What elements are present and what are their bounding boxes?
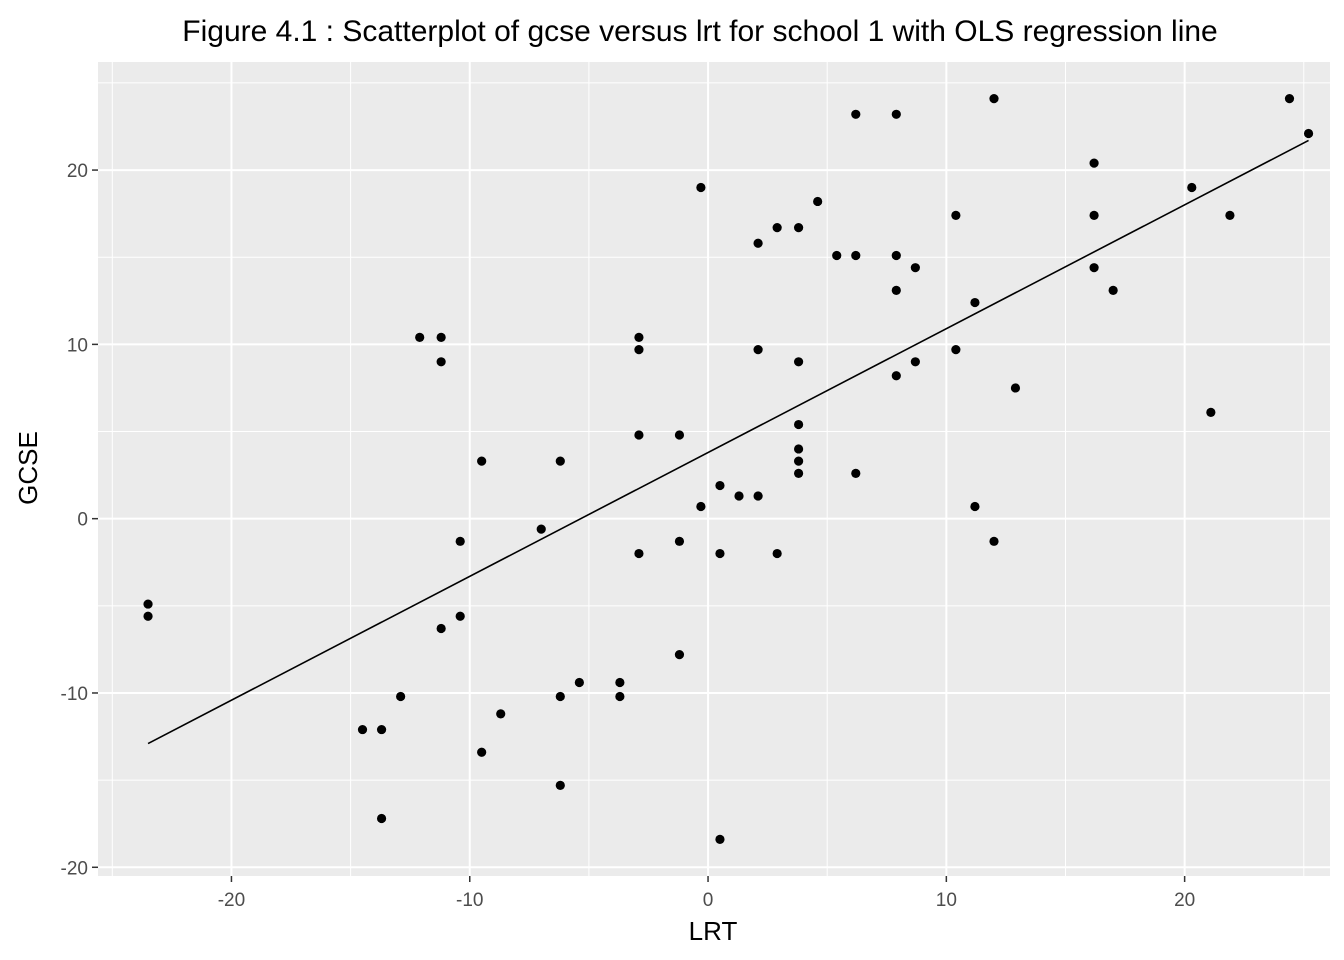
- x-tick-label: 20: [1174, 890, 1195, 911]
- data-point: [574, 677, 584, 688]
- gridlines: [98, 62, 1330, 876]
- data-point: [1089, 210, 1099, 220]
- y-tick-label: 0: [77, 510, 88, 531]
- data-point: [1206, 407, 1216, 417]
- data-point: [143, 599, 153, 609]
- data-point: [477, 747, 487, 757]
- data-point: [477, 456, 487, 466]
- data-point: [910, 263, 920, 273]
- data-point: [436, 357, 446, 367]
- data-point: [436, 623, 446, 634]
- data-point: [734, 491, 744, 501]
- y-axis-title: GCSE: [13, 431, 43, 505]
- y-tick-label: 10: [67, 335, 88, 356]
- data-point: [634, 332, 644, 343]
- data-points: [143, 94, 1314, 844]
- data-point: [891, 371, 901, 381]
- data-point: [357, 724, 368, 735]
- data-point: [793, 357, 804, 367]
- data-point: [793, 444, 804, 454]
- data-point: [793, 468, 804, 478]
- data-point: [696, 501, 706, 512]
- data-point: [753, 345, 763, 355]
- data-point: [455, 536, 465, 546]
- data-point: [989, 94, 999, 104]
- data-point: [772, 548, 782, 559]
- data-point: [910, 357, 920, 367]
- data-point: [1010, 383, 1021, 393]
- data-point: [951, 210, 961, 220]
- data-point: [615, 691, 625, 702]
- data-point: [970, 501, 980, 512]
- y-axis-ticks: -20 -10 0 10 20: [61, 161, 98, 879]
- data-point: [415, 332, 425, 343]
- data-point: [376, 813, 387, 824]
- data-point: [1108, 285, 1118, 295]
- data-point: [851, 250, 861, 261]
- regression-line-layer: [147, 139, 1309, 745]
- data-point: [951, 345, 961, 355]
- data-point: [376, 724, 387, 735]
- chart-title: Figure 4.1 : Scatterplot of gcse versus …: [182, 15, 1217, 48]
- data-point: [891, 109, 901, 119]
- x-tick-label: 0: [703, 890, 714, 911]
- x-tick-label: -20: [218, 890, 245, 911]
- data-point: [793, 456, 804, 466]
- data-point: [615, 677, 625, 688]
- x-axis-title: LRT: [689, 916, 738, 946]
- data-point: [851, 468, 861, 478]
- data-point: [715, 834, 725, 844]
- data-point: [1187, 182, 1197, 193]
- data-point: [851, 109, 861, 119]
- data-point: [536, 524, 546, 534]
- data-point: [496, 709, 506, 719]
- data-point: [143, 611, 153, 621]
- plot-panel: [98, 62, 1330, 876]
- y-tick-label: 20: [67, 161, 88, 182]
- x-axis-ticks: -20 -10 0 10 20: [218, 876, 1195, 911]
- data-point: [989, 536, 999, 546]
- x-tick-label: -10: [456, 890, 483, 911]
- data-point: [1284, 94, 1295, 104]
- data-point: [1089, 158, 1099, 168]
- ols-regression-line: [147, 139, 1309, 745]
- data-point: [793, 419, 804, 430]
- data-point: [753, 238, 763, 248]
- data-point: [1303, 128, 1314, 139]
- data-point: [891, 250, 901, 261]
- data-point: [832, 250, 842, 261]
- data-point: [674, 430, 685, 440]
- data-point: [634, 548, 644, 559]
- data-point: [1225, 210, 1235, 220]
- x-tick-label: 10: [936, 890, 957, 911]
- data-point: [396, 691, 406, 702]
- data-point: [555, 780, 565, 790]
- data-point: [772, 222, 782, 233]
- data-point: [696, 182, 706, 193]
- data-point: [555, 456, 565, 466]
- data-point: [555, 691, 565, 702]
- data-point: [634, 345, 644, 355]
- y-tick-label: -20: [61, 858, 88, 879]
- y-tick-label: -10: [61, 684, 88, 705]
- data-point: [436, 332, 446, 343]
- data-point: [674, 650, 685, 660]
- data-point: [715, 548, 725, 559]
- data-point: [891, 285, 901, 295]
- data-point: [674, 536, 685, 546]
- data-point: [634, 430, 644, 440]
- data-point: [753, 491, 763, 501]
- data-point: [1089, 263, 1099, 273]
- data-point: [813, 196, 823, 207]
- data-point: [970, 297, 980, 308]
- data-point: [715, 480, 725, 491]
- data-point: [793, 222, 804, 233]
- data-point: [455, 611, 465, 621]
